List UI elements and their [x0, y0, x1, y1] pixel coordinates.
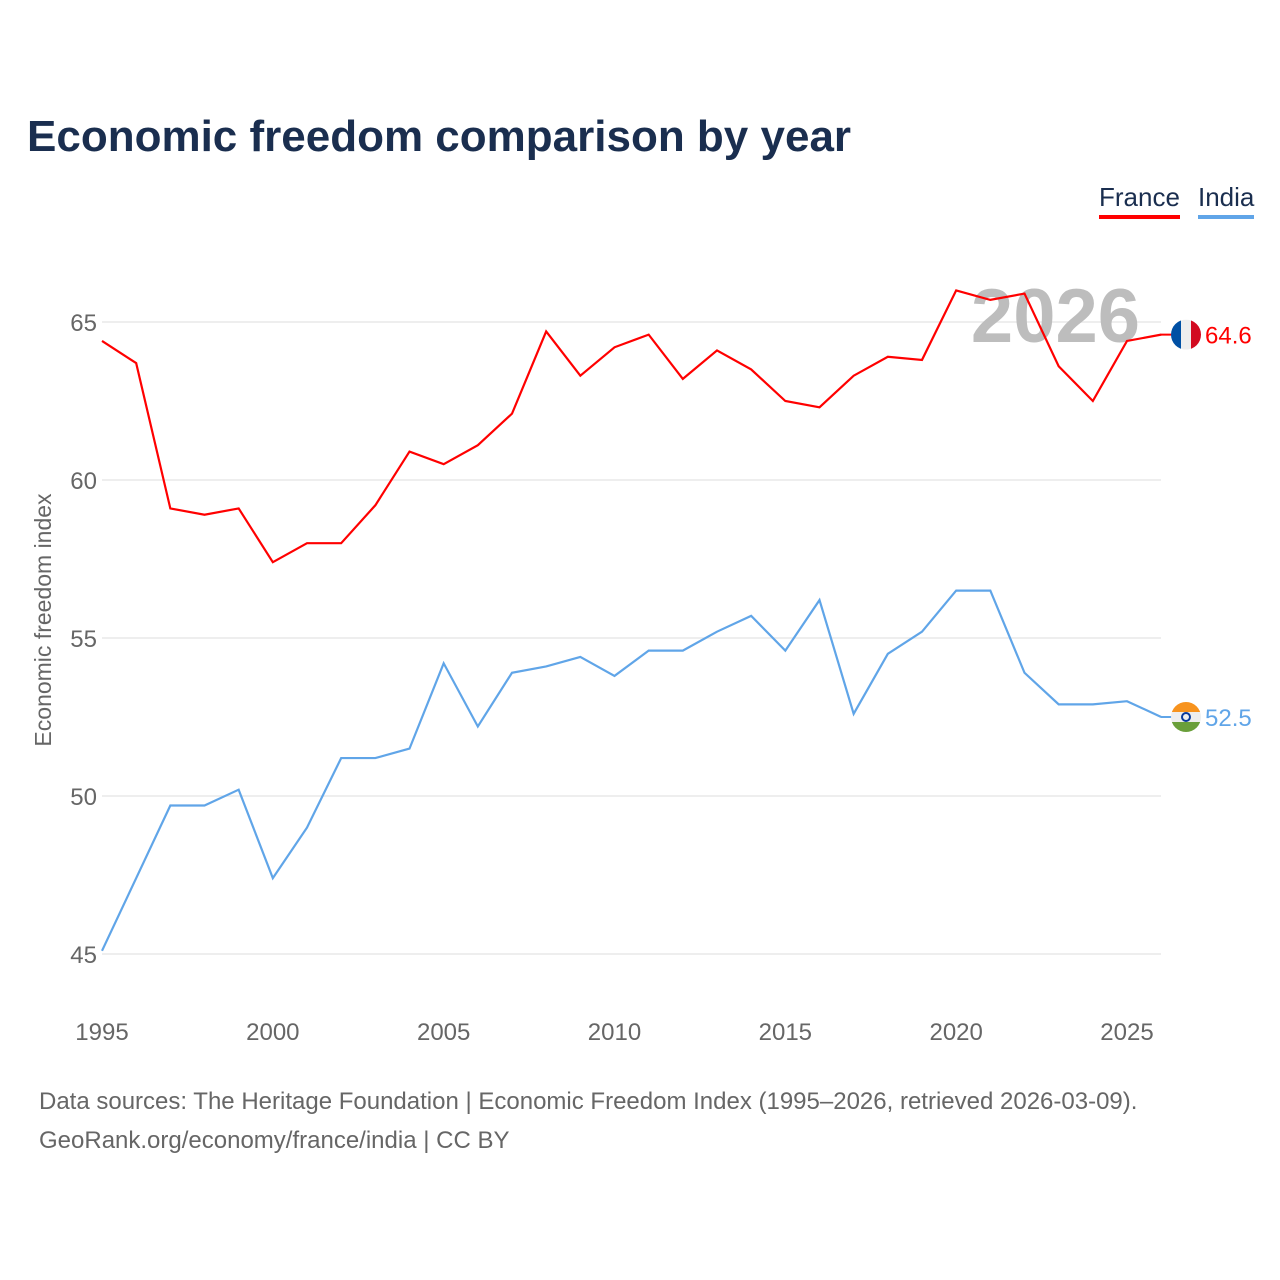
data-point [1057, 702, 1061, 706]
data-point [1023, 671, 1027, 675]
data-point [954, 589, 958, 593]
data-point [681, 649, 685, 653]
data-point [613, 674, 617, 678]
data-point [442, 661, 446, 665]
series-line-france [101, 289, 1162, 564]
end-value-label: 64.6 [1205, 323, 1252, 350]
data-point [339, 541, 343, 545]
data-point [510, 671, 514, 675]
data-point [168, 506, 172, 510]
data-point [134, 876, 138, 880]
data-point [852, 374, 856, 378]
data-point [920, 630, 924, 634]
x-tick-label: 2020 [929, 1019, 982, 1046]
end-value-label: 52.5 [1205, 705, 1252, 732]
data-point [954, 288, 958, 292]
data-point [886, 355, 890, 359]
x-tick-label: 2015 [759, 1019, 812, 1046]
chart-title: Economic freedom comparison by year [27, 112, 852, 161]
data-point [920, 358, 924, 362]
legend-india[interactable]: India [1198, 182, 1255, 219]
legend-france[interactable]: France [1099, 182, 1180, 219]
data-point [373, 503, 377, 507]
data-point [168, 803, 172, 807]
data-point [1023, 292, 1027, 296]
data-point [1125, 339, 1129, 343]
data-point [818, 405, 822, 409]
data-point [647, 333, 651, 337]
data-point [100, 339, 104, 343]
data-point [271, 560, 275, 564]
data-point [578, 655, 582, 659]
data-point [715, 630, 719, 634]
x-tick-label: 2010 [588, 1019, 641, 1046]
y-tick-label: 60 [70, 468, 97, 495]
data-point [373, 756, 377, 760]
data-point [305, 826, 309, 830]
data-point [613, 345, 617, 349]
data-point [988, 298, 992, 302]
data-point [237, 506, 241, 510]
data-point [203, 803, 207, 807]
x-tick-label: 2000 [246, 1019, 299, 1046]
france-flag-icon [1171, 319, 1201, 350]
data-point [749, 367, 753, 371]
data-point [578, 374, 582, 378]
data-point [442, 462, 446, 466]
data-point [783, 649, 787, 653]
data-point [271, 876, 275, 880]
data-point [305, 541, 309, 545]
data-point [818, 598, 822, 602]
data-point [510, 412, 514, 416]
series-line-india [101, 589, 1162, 952]
data-point [1057, 364, 1061, 368]
footer-credit: GeoRank.org/economy/france/india | CC BY [39, 1127, 510, 1154]
data-point [134, 361, 138, 365]
data-point [408, 747, 412, 751]
footer-sources: Data sources: The Heritage Foundation | … [39, 1088, 1138, 1115]
data-point [886, 652, 890, 656]
data-point [1091, 399, 1095, 403]
y-tick-label: 50 [70, 784, 97, 811]
data-point [749, 614, 753, 618]
india-flag-icon [1171, 702, 1201, 732]
data-point [783, 399, 787, 403]
y-tick-label: 65 [70, 310, 97, 337]
data-point [647, 649, 651, 653]
data-point [544, 664, 548, 668]
data-point [988, 589, 992, 593]
data-point [476, 724, 480, 728]
data-point [1125, 699, 1129, 703]
data-point [715, 348, 719, 352]
year-watermark: 2026 [971, 274, 1140, 359]
x-tick-label: 2025 [1100, 1019, 1153, 1046]
data-point [339, 756, 343, 760]
data-point [476, 443, 480, 447]
y-tick-label: 45 [70, 942, 97, 969]
data-point [544, 329, 548, 333]
x-tick-label: 1995 [75, 1019, 128, 1046]
data-point [1091, 702, 1095, 706]
data-point [852, 712, 856, 716]
data-point [681, 377, 685, 381]
y-tick-label: 55 [70, 626, 97, 653]
data-point [237, 788, 241, 792]
data-point [203, 513, 207, 517]
data-point [408, 450, 412, 454]
y-axis-label: Economic freedom index [30, 493, 56, 747]
x-tick-label: 2005 [417, 1019, 470, 1046]
data-point [100, 949, 104, 953]
